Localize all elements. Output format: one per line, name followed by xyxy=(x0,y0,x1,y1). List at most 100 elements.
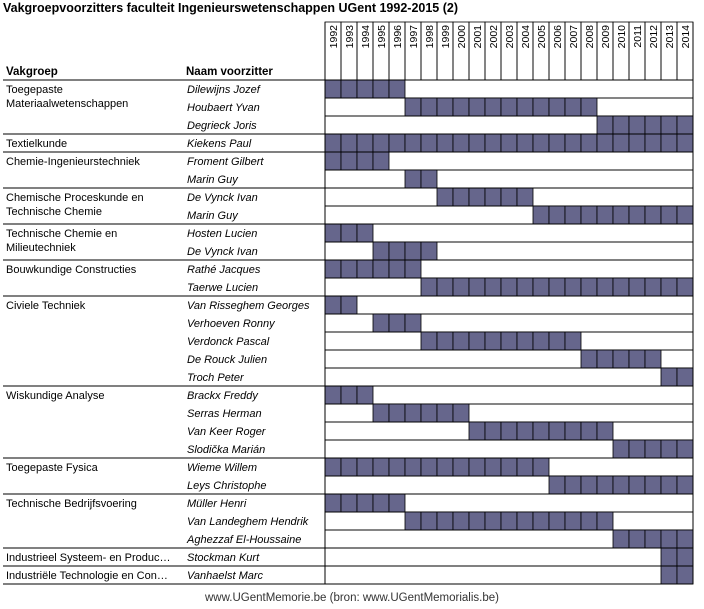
year-label: 2001 xyxy=(472,25,484,49)
chair-name: Brackx Freddy xyxy=(187,390,259,402)
row-grid xyxy=(324,223,694,243)
row-grid xyxy=(324,565,694,585)
chair-year-cell xyxy=(420,511,438,531)
chair-year-cell xyxy=(596,205,614,225)
chair-year-cell xyxy=(628,475,646,495)
chair-name: Slodička Marián xyxy=(187,444,265,456)
chair-name: Troch Peter xyxy=(187,372,245,384)
chair-year-cell xyxy=(660,133,678,153)
chair-name: Rathé Jacques xyxy=(187,264,261,276)
chair-year-cell xyxy=(548,421,566,441)
chair-name: Dilewijns Jozef xyxy=(187,84,261,96)
chair-year-cell xyxy=(660,547,678,567)
chair-year-cell xyxy=(404,97,422,117)
chair-year-cell xyxy=(388,457,406,477)
chair-year-cell xyxy=(676,565,694,585)
chair-year-cell xyxy=(436,511,454,531)
chair-year-cell xyxy=(340,151,358,171)
chair-year-cell xyxy=(612,277,630,297)
chair-year-cell xyxy=(484,331,502,351)
chair-year-cell xyxy=(372,403,390,423)
group-label: Chemische Proceskunde en xyxy=(6,192,144,204)
row-grid xyxy=(324,367,694,387)
chair-name: Verdonck Pascal xyxy=(187,336,270,348)
chair-year-cell xyxy=(500,421,518,441)
chair-year-cell xyxy=(628,349,646,369)
chair-year-cell xyxy=(452,187,470,207)
chair-year-cell xyxy=(644,277,662,297)
chair-year-cell xyxy=(612,133,630,153)
chair-year-cell xyxy=(564,133,582,153)
chair-year-cell xyxy=(404,511,422,531)
chair-year-cell xyxy=(340,223,358,243)
chair-year-cell xyxy=(436,97,454,117)
chair-name: De Rouck Julien xyxy=(187,354,267,366)
chair-year-cell xyxy=(676,133,694,153)
chair-year-cell xyxy=(436,331,454,351)
chair-year-cell xyxy=(372,457,390,477)
group-label: Chemie-Ingenieurstechniek xyxy=(6,156,140,168)
chair-year-cell xyxy=(596,115,614,135)
chair-year-cell xyxy=(484,421,502,441)
chair-name: De Vynck Ivan xyxy=(187,246,258,258)
chair-year-cell xyxy=(404,169,422,189)
chair-year-cell xyxy=(644,529,662,549)
chair-year-cell xyxy=(436,133,454,153)
chair-year-cell xyxy=(452,331,470,351)
chair-year-cell xyxy=(324,223,342,243)
chair-year-cell xyxy=(356,223,374,243)
group-label: Technische Chemie en xyxy=(6,228,117,240)
group-label: Textielkunde xyxy=(6,138,67,150)
group-label: Industrieel Systeem- en Produc… xyxy=(6,552,170,564)
chair-year-cell xyxy=(340,493,358,513)
chair-year-cell xyxy=(532,205,550,225)
chair-year-cell xyxy=(404,259,422,279)
chair-year-cell xyxy=(580,133,598,153)
group-label: Materiaalwetenschappen xyxy=(6,98,128,110)
chair-year-cell xyxy=(356,385,374,405)
chair-year-cell xyxy=(452,133,470,153)
chair-year-cell xyxy=(612,205,630,225)
chair-year-cell xyxy=(388,313,406,333)
chair-year-cell xyxy=(516,133,534,153)
chair-year-cell xyxy=(612,529,630,549)
year-label: 1994 xyxy=(360,25,372,49)
chair-year-cell xyxy=(420,331,438,351)
chair-name: Vanhaelst Marc xyxy=(187,570,264,582)
chair-year-cell xyxy=(388,403,406,423)
chair-year-cell xyxy=(500,277,518,297)
year-label: 2005 xyxy=(536,25,548,49)
chair-column-header: Naam voorzitter xyxy=(186,66,273,78)
chair-year-cell xyxy=(372,133,390,153)
chair-year-cell xyxy=(644,115,662,135)
chair-year-cell xyxy=(340,79,358,99)
chair-year-cell xyxy=(660,115,678,135)
chair-year-cell xyxy=(484,277,502,297)
chair-year-cell xyxy=(388,493,406,513)
chair-year-cell xyxy=(676,205,694,225)
year-label: 2004 xyxy=(520,25,532,49)
chair-year-cell xyxy=(420,133,438,153)
chair-year-cell xyxy=(468,133,486,153)
chair-year-cell xyxy=(404,457,422,477)
chair-year-cell xyxy=(676,529,694,549)
chair-year-cell xyxy=(548,511,566,531)
chair-year-cell xyxy=(564,331,582,351)
group-label: Technische Chemie xyxy=(6,206,102,218)
chair-year-cell xyxy=(484,187,502,207)
chair-year-cell xyxy=(388,133,406,153)
chair-year-cell xyxy=(564,511,582,531)
chair-name: Leys Christophe xyxy=(187,480,267,492)
chair-year-cell xyxy=(628,115,646,135)
chair-year-cell xyxy=(468,457,486,477)
chair-year-cell xyxy=(404,133,422,153)
chair-year-cell xyxy=(532,277,550,297)
chair-year-cell xyxy=(612,439,630,459)
chair-year-cell xyxy=(532,457,550,477)
chair-year-cell xyxy=(660,565,678,585)
chair-year-cell xyxy=(340,259,358,279)
group-label: Toegepaste xyxy=(6,84,63,96)
chair-year-cell xyxy=(436,457,454,477)
chair-year-cell xyxy=(420,97,438,117)
year-label: 2014 xyxy=(680,25,692,49)
